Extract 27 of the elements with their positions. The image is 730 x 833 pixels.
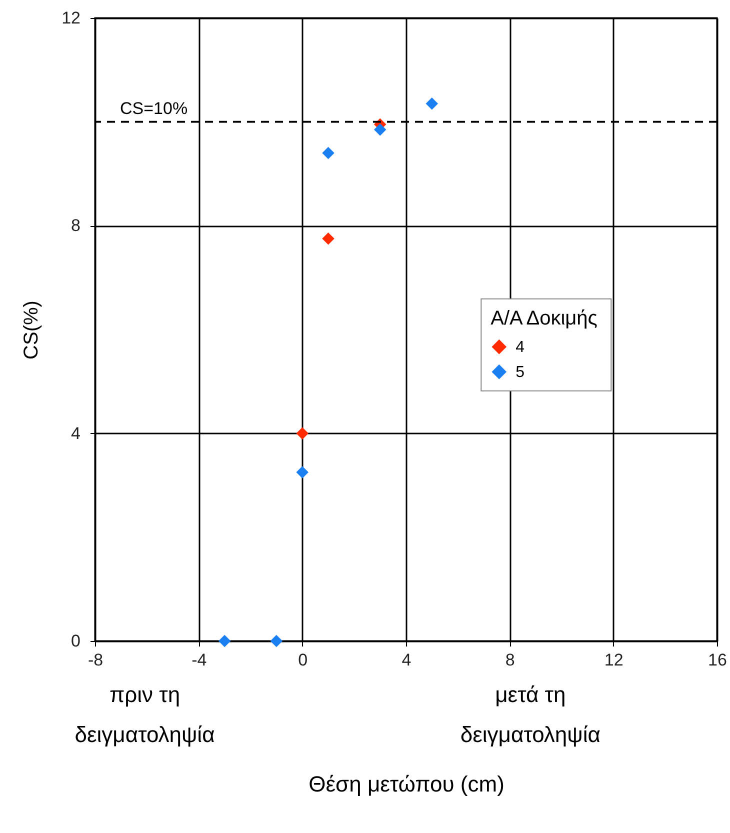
y-tick-label: 4 — [71, 424, 80, 443]
point — [426, 98, 438, 110]
point — [322, 146, 334, 160]
x-tick-label: 0 — [298, 650, 308, 670]
x-axis-title: Θέση μετώπου (cm) — [308, 772, 504, 796]
point — [296, 466, 308, 478]
legend-label: 5 — [516, 364, 525, 381]
point — [218, 634, 231, 648]
point — [374, 123, 386, 136]
x-tick-label: -8 — [88, 650, 104, 670]
y-axis-title: CS(%) — [20, 300, 43, 360]
text: πριν τη δειγματοληψία — [74, 682, 216, 747]
legend-title: Α/Α Δοκιμής — [490, 307, 598, 330]
legend-label: 4 — [516, 338, 525, 356]
point — [270, 634, 283, 648]
y-tick-label: 8 — [71, 216, 80, 236]
y-tick-label: 0 — [71, 632, 80, 650]
x-tick-label: 12 — [604, 650, 624, 670]
x-tick-label: 4 — [402, 650, 412, 670]
text: μετά τη δειγματοληψία — [460, 682, 601, 747]
x-tick-label: 8 — [505, 650, 515, 670]
y-tick-label: 12 — [62, 8, 80, 28]
point — [322, 232, 334, 245]
ref-line-label: CS=10% — [120, 98, 188, 118]
x-tick-label: 16 — [708, 650, 727, 670]
point — [296, 427, 308, 440]
x-tick-label: -4 — [192, 650, 207, 670]
